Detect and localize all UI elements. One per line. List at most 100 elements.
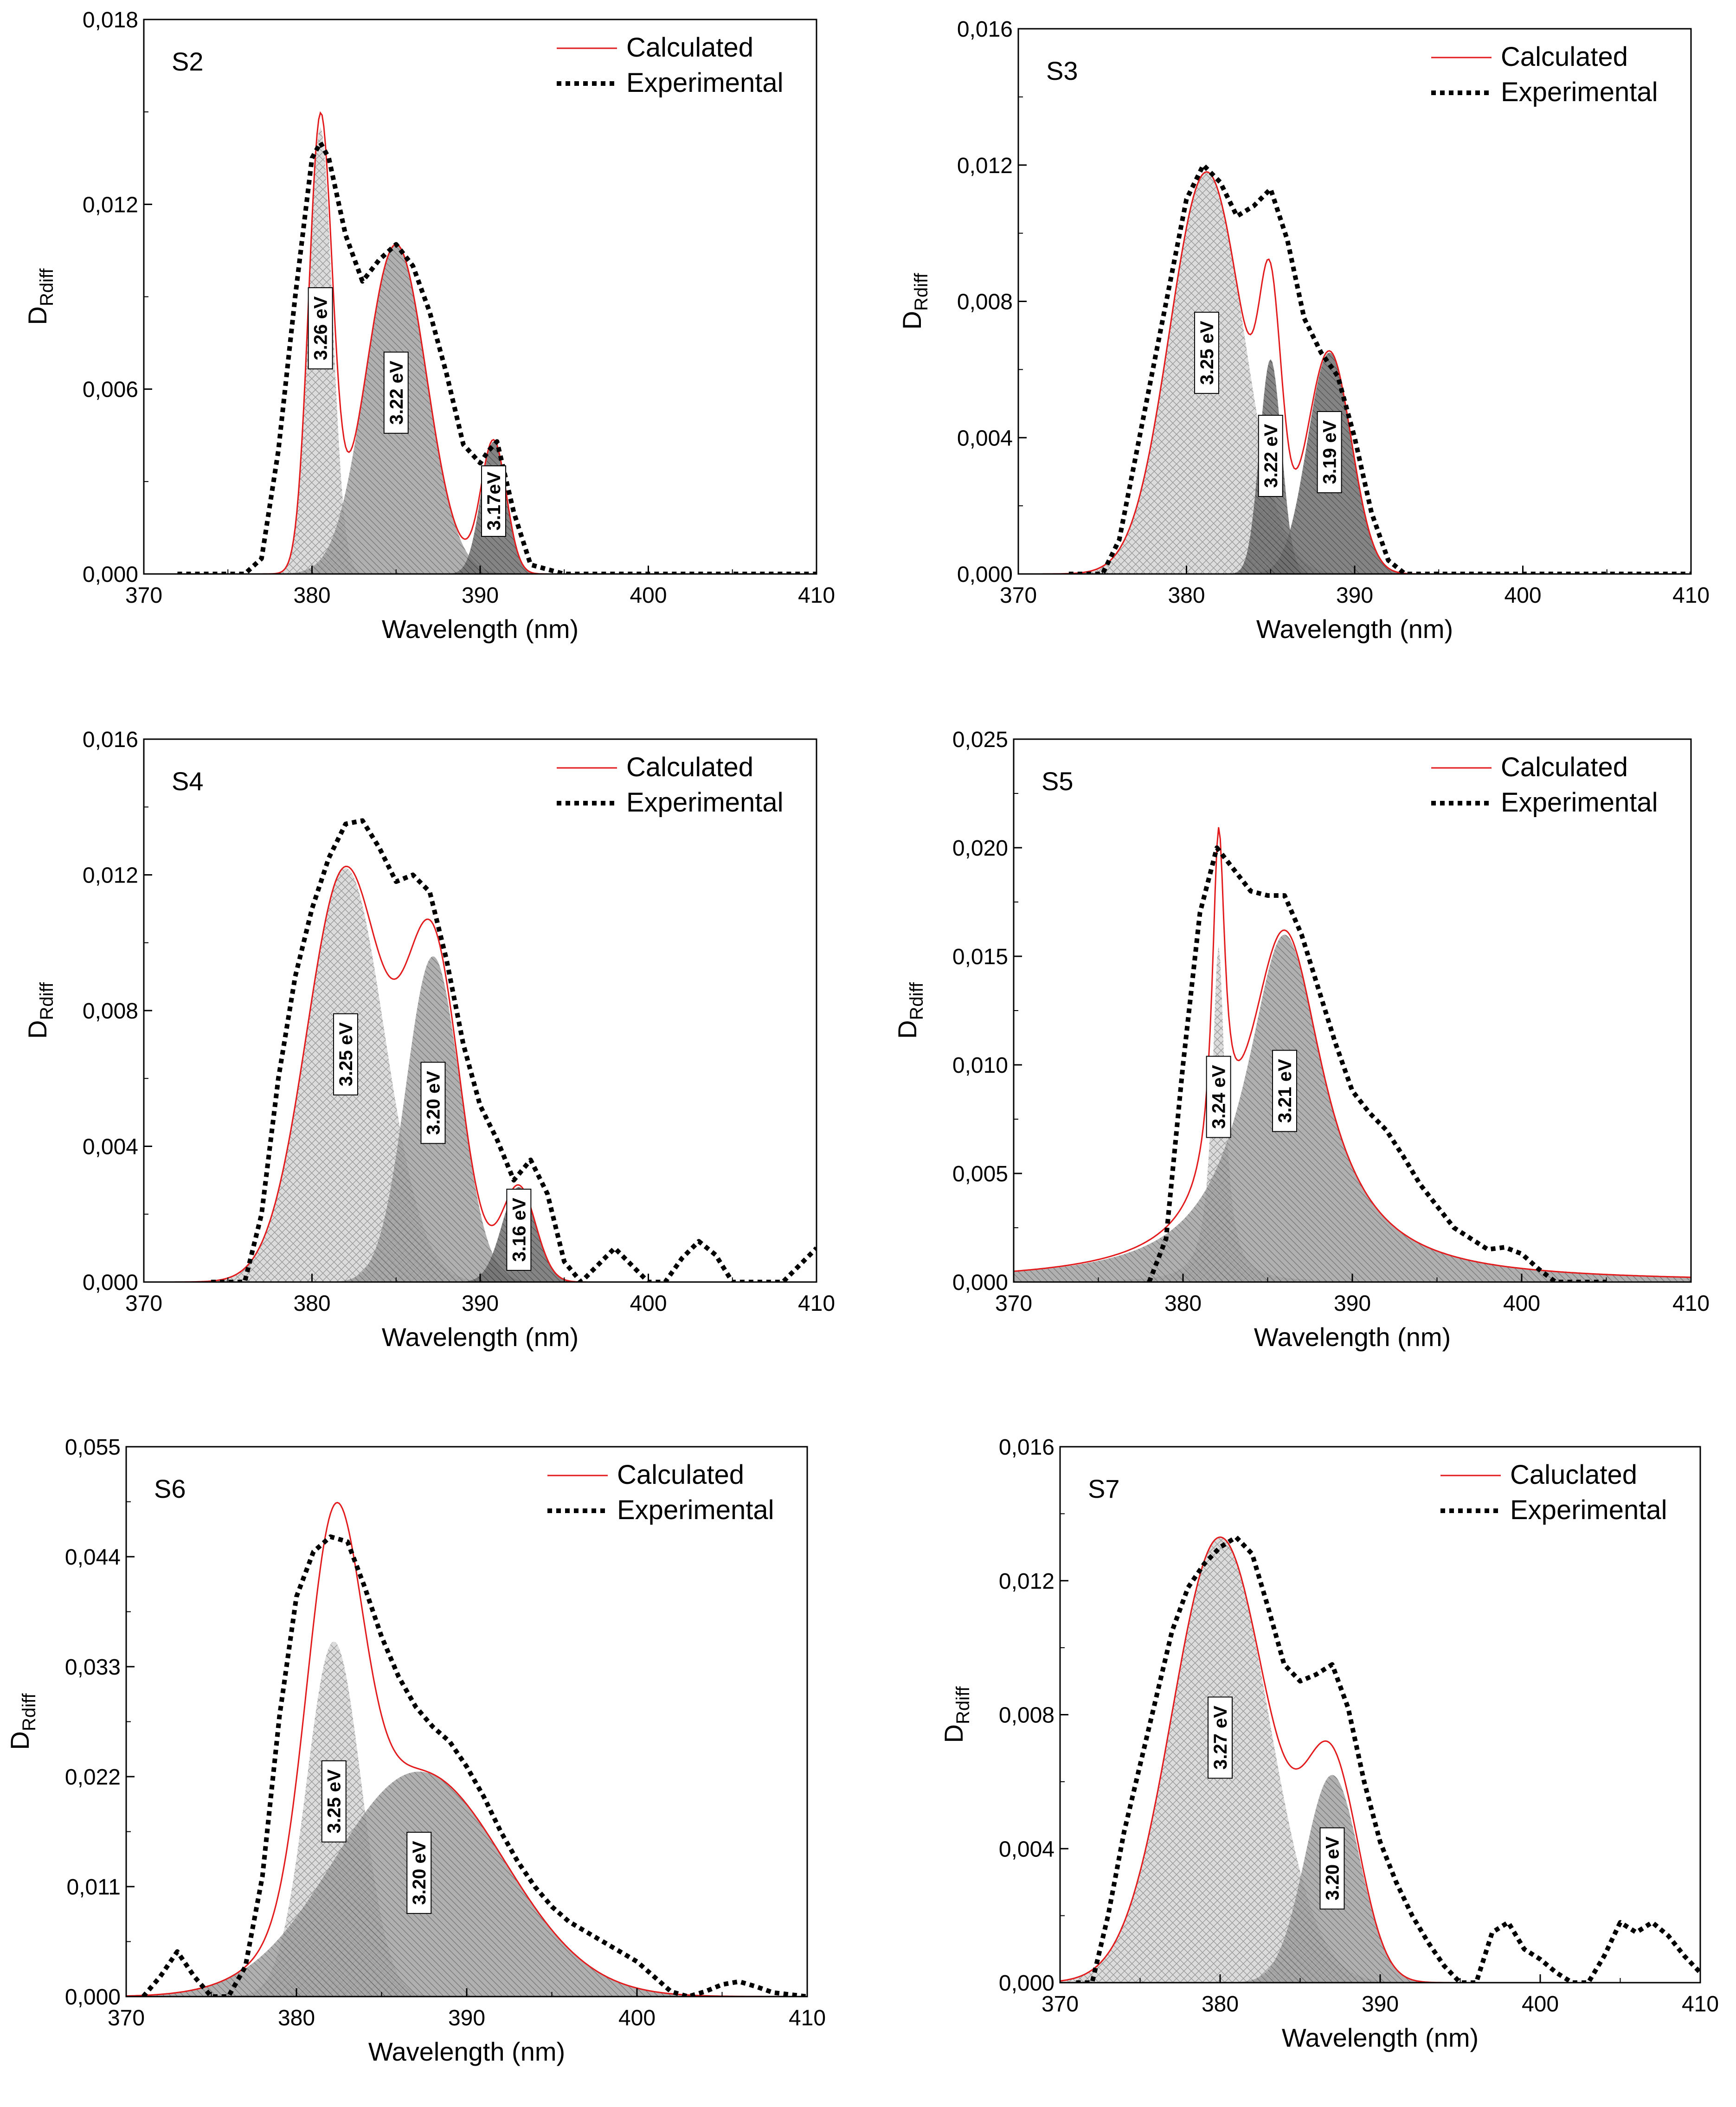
chart-panel-S3: 3.25 eV 3.22 eV 3.19 eV 370 380 390 400 410 0,00…: [897, 17, 1710, 644]
peak-area-3: [144, 441, 817, 574]
legend-label-experimental: Experimental: [626, 68, 783, 98]
peak-area-1: [1018, 172, 1691, 574]
legend-label-calculated: Calculated: [626, 32, 753, 63]
y-tick-label: 0,000: [957, 562, 1013, 587]
y-tick-label: 0,008: [83, 999, 138, 1024]
legend-label-calculated: Caluclated: [1510, 1460, 1637, 1490]
y-tick-label: 0,010: [952, 1053, 1008, 1078]
x-tick-label: 390: [448, 2006, 485, 2030]
y-tick-label: 0,006: [83, 378, 138, 402]
y-tick-label: 0,008: [999, 1703, 1054, 1728]
x-tick-label: 400: [1503, 1291, 1540, 1316]
peak-area-2: [1014, 934, 1691, 1282]
x-tick-label: 370: [1000, 583, 1037, 608]
x-tick-label: 370: [1042, 1992, 1079, 2017]
panel-label: S4: [172, 767, 204, 796]
experimental-curve: [1076, 1534, 1700, 1983]
peak-label-text: 3.25 eV: [336, 1022, 356, 1086]
x-tick-label: 380: [1202, 1992, 1239, 2017]
chart-panel-S2: 3.26 eV 3.22 eV 3.17eV 370 380 390 400 410 0,000…: [23, 8, 835, 644]
legend-label-experimental: Experimental: [626, 787, 783, 818]
peak-label-1: 3.26 eV: [308, 287, 333, 370]
y-axis-title: DRdiff: [897, 273, 932, 330]
x-tick-label: 370: [125, 583, 162, 608]
peak-label-2: 3.22 eV: [383, 351, 409, 434]
peak-label-text: 3.20 eV: [409, 1841, 430, 1905]
peak-label-1: 3.24 eV: [1206, 1056, 1231, 1138]
peak-area-1: [144, 127, 817, 574]
x-tick-label: 410: [798, 583, 835, 608]
peak-area-1: [1060, 1537, 1700, 1983]
x-tick-label: 370: [995, 1291, 1032, 1316]
peak-label-2: 3.21 eV: [1272, 1050, 1297, 1132]
plot-frame: [143, 738, 817, 1283]
x-tick-label: 400: [1522, 1992, 1559, 2017]
x-tick-label: 410: [798, 1291, 835, 1316]
x-tick-label: 390: [462, 583, 499, 608]
peak-label-text: 3.20 eV: [424, 1071, 444, 1135]
y-tick-label: 0,012: [957, 154, 1013, 178]
y-tick-label: 0,018: [83, 8, 138, 32]
peak-label-2: 3.22 eV: [1258, 415, 1283, 497]
peak-label-text: 3.22 eV: [386, 361, 407, 425]
peak-label-text: 3.16 eV: [509, 1198, 529, 1262]
peak-area-2: [126, 1772, 807, 1997]
chart-panel-S6: 3.25 eV 3.20 eV 370 380 390 400 410 0,000 0,011 0…: [5, 1435, 826, 2066]
x-tick-label: 390: [1334, 1291, 1371, 1316]
y-axis-title: DRdiff: [5, 1693, 39, 1750]
calculated-curve: [1014, 827, 1691, 1278]
peak-area-1: [126, 1642, 807, 1997]
legend-label-experimental: Experimental: [1501, 77, 1658, 107]
legend-label-calculated: Calculated: [617, 1460, 744, 1490]
peak-label-1: 3.25 eV: [1194, 311, 1219, 394]
peak-label-2: 3.20 eV: [420, 1062, 446, 1144]
y-tick-label: 0,044: [65, 1545, 121, 1570]
calculated-curve: [144, 865, 817, 1282]
x-axis-title: Wavelength (nm): [368, 2037, 565, 2066]
peak-label-text: 3.20 eV: [1323, 1836, 1343, 1901]
peak-label-text: 3.21 eV: [1275, 1059, 1295, 1123]
panel-label: S3: [1046, 56, 1078, 85]
y-tick-label: 0,015: [952, 945, 1008, 969]
x-tick-label: 380: [278, 2006, 315, 2030]
x-axis-title: Wavelength (nm): [382, 1322, 579, 1352]
peak-area-2: [144, 956, 817, 1282]
y-axis-title: DRdiff: [23, 982, 57, 1039]
peak-label-text: 3.17eV: [484, 471, 504, 530]
panel-label: S7: [1088, 1474, 1120, 1503]
legend-label-experimental: Experimental: [617, 1495, 774, 1525]
peak-label-3: 3.19 eV: [1317, 411, 1342, 493]
calculated-curve: [1018, 171, 1691, 574]
legend-label-calculated: Calculated: [1501, 42, 1628, 72]
y-tick-label: 0,033: [65, 1655, 121, 1680]
y-tick-label: 0,004: [957, 426, 1013, 451]
legend-label-calculated: Calculated: [626, 752, 753, 782]
peak-label-1: 3.27 eV: [1208, 1696, 1233, 1779]
x-tick-label: 380: [293, 583, 330, 608]
y-tick-label: 0,000: [65, 1985, 121, 2010]
experimental-curve: [141, 1534, 807, 1997]
x-tick-label: 370: [125, 1291, 162, 1316]
peak-area-1: [144, 868, 817, 1282]
panel-label: S6: [154, 1474, 186, 1503]
experimental-curve: [1147, 845, 1607, 1282]
chart-panel-S5: 3.24 eV 3.21 eV 370 380 390 400 410 0,000 0,005 0…: [893, 728, 1710, 1352]
y-tick-label: 0,005: [952, 1162, 1008, 1186]
chart-panel-S4: 3.25 eV 3.20 eV 3.16 eV 370 380 390 400 410 0,00…: [23, 728, 835, 1352]
peak-label-2: 3.20 eV: [406, 1831, 432, 1914]
y-tick-label: 0,016: [957, 17, 1013, 42]
x-tick-label: 390: [462, 1291, 499, 1316]
x-tick-label: 400: [618, 2006, 656, 2030]
legend-label-experimental: Experimental: [1510, 1495, 1667, 1525]
y-axis-title: DRdiff: [893, 982, 927, 1039]
legend-label-calculated: Calculated: [1501, 752, 1628, 782]
y-axis-title: DRdiff: [23, 268, 57, 325]
legend-label-experimental: Experimental: [1501, 787, 1658, 818]
y-tick-label: 0,020: [952, 836, 1008, 861]
x-axis-title: Wavelength (nm): [382, 614, 579, 644]
peak-label-text: 3.25 eV: [1197, 321, 1217, 385]
x-tick-label: 400: [1504, 583, 1541, 608]
x-tick-label: 390: [1362, 1992, 1399, 2017]
peak-label-text: 3.25 eV: [324, 1769, 345, 1833]
